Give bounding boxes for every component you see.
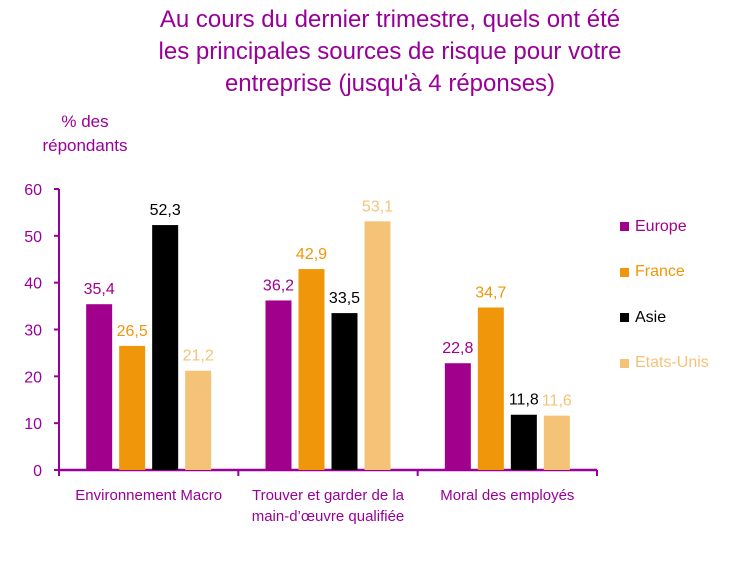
y-tick-label: 60	[24, 182, 42, 199]
data-label: 34,7	[475, 284, 506, 301]
bar-asie	[152, 225, 179, 470]
legend-item: Asie	[620, 295, 709, 341]
bar-asie	[331, 313, 358, 470]
legend-label: Etats-Unis	[635, 354, 709, 372]
y-tick-label: 0	[33, 463, 42, 480]
legend-item: Etats-Unis	[620, 341, 709, 387]
y-tick-label: 10	[24, 416, 42, 433]
legend-item: France	[620, 250, 709, 296]
chart-title-line: Au cours du dernier trimestre, quels ont…	[159, 6, 621, 33]
legend-swatch	[620, 267, 629, 277]
x-category-label: Moral des employés	[440, 487, 574, 504]
legend-label: France	[635, 263, 685, 281]
chart-title-line: les principales sources de risque pour v…	[158, 38, 622, 65]
data-label: 52,3	[150, 202, 181, 219]
bar-france	[119, 345, 146, 470]
bar-europe	[86, 304, 113, 470]
legend-label: Asie	[635, 308, 667, 326]
data-label: 42,9	[296, 246, 327, 263]
y-axis-title: % des répondants	[20, 110, 150, 158]
y-axis-title-line: % des	[61, 112, 109, 131]
y-tick-label: 50	[24, 229, 42, 246]
data-label: 21,2	[183, 348, 214, 365]
legend-swatch	[620, 358, 629, 368]
chart-title: Au cours du dernier trimestre, quels ont…	[100, 4, 680, 100]
bar-etats-unis	[543, 415, 570, 470]
y-tick-label: 20	[24, 369, 42, 386]
bar-france	[477, 307, 504, 470]
y-tick-label: 30	[24, 323, 42, 340]
x-category-label: main-d’œuvre qualifiée	[252, 508, 405, 525]
y-axis-title-line: répondants	[42, 136, 128, 155]
data-label: 33,5	[329, 290, 360, 307]
legend-swatch	[620, 313, 629, 323]
legend: Europe France Asie Etats-Unis	[620, 204, 709, 386]
data-label: 11,6	[542, 393, 572, 410]
legend-label: Europe	[635, 217, 687, 235]
bar-etats-unis	[364, 221, 391, 470]
bar-france	[298, 269, 325, 470]
data-label: 36,2	[263, 277, 294, 294]
x-category-label: Environnement Macro	[75, 487, 222, 504]
data-label: 11,8	[509, 392, 539, 409]
bar-asie	[510, 414, 537, 470]
data-label: 26,5	[117, 323, 148, 340]
data-label: 22,8	[442, 340, 473, 357]
y-tick-label: 40	[24, 276, 42, 293]
chart-title-line: entreprise (jusqu'à 4 réponses)	[224, 70, 556, 97]
legend-item: Europe	[620, 204, 709, 250]
bar-europe	[444, 363, 471, 470]
legend-swatch	[620, 222, 629, 232]
x-category-label: Trouver et garder de la	[252, 487, 405, 504]
data-label: 35,4	[84, 281, 115, 298]
data-label: 53,1	[362, 198, 393, 215]
bar-europe	[265, 300, 292, 470]
bar-etats-unis	[185, 370, 212, 470]
